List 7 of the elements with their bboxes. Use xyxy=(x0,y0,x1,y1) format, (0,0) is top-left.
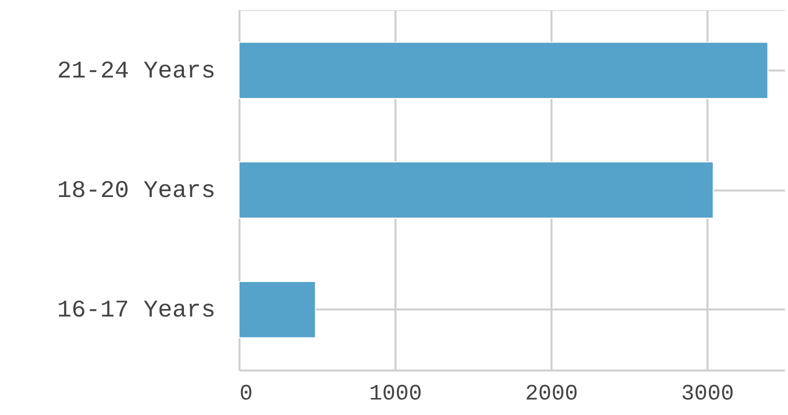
y-tick-label: 21-24 Years xyxy=(57,58,216,86)
y-tick-label: 16-17 Years xyxy=(57,298,216,325)
x-tick-label: 0 xyxy=(240,382,253,406)
x-tick-label: 2000 xyxy=(525,382,578,406)
x-tick-label: 1000 xyxy=(369,382,422,406)
y-tick-label: 18-20 Years xyxy=(57,178,216,205)
x-tick-label: 3000 xyxy=(681,382,734,406)
